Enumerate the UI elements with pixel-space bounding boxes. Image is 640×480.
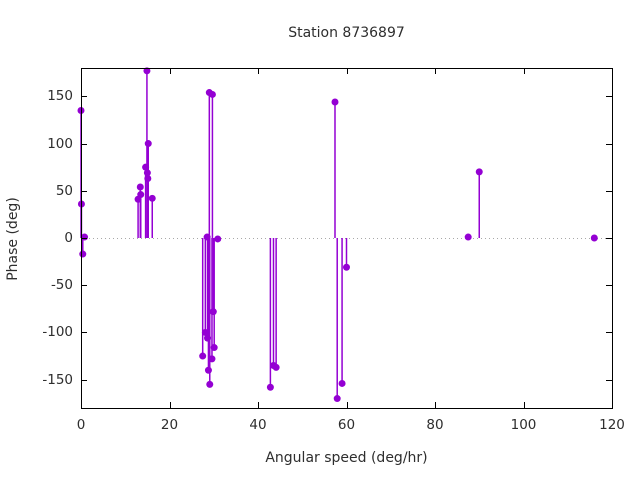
data-point xyxy=(272,363,280,371)
data-point xyxy=(136,183,144,191)
x-tick-label: 80 xyxy=(426,417,444,433)
y-axis-label: Phase (deg) xyxy=(5,197,21,281)
data-point xyxy=(331,98,339,106)
data-point xyxy=(208,355,216,363)
x-tick-label: 40 xyxy=(249,417,267,433)
data-point xyxy=(143,67,151,75)
data-point xyxy=(148,194,156,202)
data-point xyxy=(208,90,216,98)
data-point xyxy=(79,250,87,258)
y-tick-label: -150 xyxy=(42,371,73,388)
x-tick-label: 60 xyxy=(337,417,356,433)
data-point xyxy=(209,308,217,316)
data-point xyxy=(475,168,483,176)
data-point xyxy=(199,352,207,360)
data-point xyxy=(206,380,214,388)
y-tick-label: 150 xyxy=(47,88,73,105)
data-point xyxy=(201,328,209,336)
data-point xyxy=(590,234,598,242)
data-point xyxy=(137,191,145,199)
data-point xyxy=(204,366,212,374)
data-point xyxy=(464,233,472,241)
data-point xyxy=(144,140,152,148)
data-point xyxy=(204,334,212,342)
data-point xyxy=(144,175,152,182)
data-point xyxy=(333,395,341,403)
x-axis-label: Angular speed (deg/hr) xyxy=(265,450,428,466)
data-point xyxy=(210,344,218,352)
data-point xyxy=(266,383,274,391)
x-tick-label: 20 xyxy=(160,417,179,433)
data-point xyxy=(142,163,150,171)
data-point xyxy=(214,235,222,243)
x-tick-label: 100 xyxy=(510,417,537,433)
data-point xyxy=(203,233,211,241)
data-point xyxy=(143,169,151,177)
y-tick-label: 100 xyxy=(47,135,73,152)
y-tick-label: -50 xyxy=(50,277,73,294)
y-tick-label: 0 xyxy=(64,230,73,246)
data-point xyxy=(343,263,350,271)
y-tick-label: -100 xyxy=(42,324,73,341)
y-tick-label: 50 xyxy=(55,182,73,199)
x-tick-label: 120 xyxy=(599,417,625,433)
x-tick-label: 0 xyxy=(76,417,86,433)
data-point xyxy=(81,233,89,241)
data-point xyxy=(338,379,346,387)
chart-title: Station 8736897 xyxy=(288,25,405,41)
